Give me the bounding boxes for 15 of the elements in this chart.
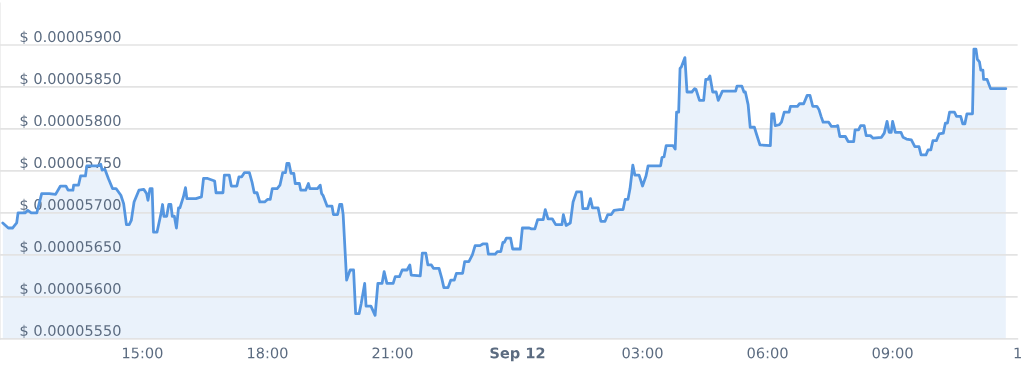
x-tick-label: Sep 12 <box>490 347 545 362</box>
y-tick-label: $ 0.00005600 <box>20 282 121 296</box>
y-tick-label: $ 0.00005750 <box>20 156 121 171</box>
x-tick-label: 18:00 <box>248 347 288 359</box>
x-tick-label: 15:00 <box>122 347 163 359</box>
y-tick-label: $ 0.00005550 <box>20 324 121 338</box>
x-tick-label: 09:00 <box>872 347 913 359</box>
x-tick-label: 03:00 <box>622 347 663 359</box>
x-tick-label: 06:00 <box>747 347 788 359</box>
y-tick-label: $ 0.00005800 <box>20 114 121 129</box>
y-tick-label: $ 0.00005650 <box>20 240 121 254</box>
x-tick-label: 1 <box>1014 347 1021 359</box>
y-tick-label: $ 0.00005900 <box>20 30 121 45</box>
x-tick-label: 21:00 <box>372 347 413 359</box>
y-tick-label: $ 0.00005850 <box>20 72 121 87</box>
